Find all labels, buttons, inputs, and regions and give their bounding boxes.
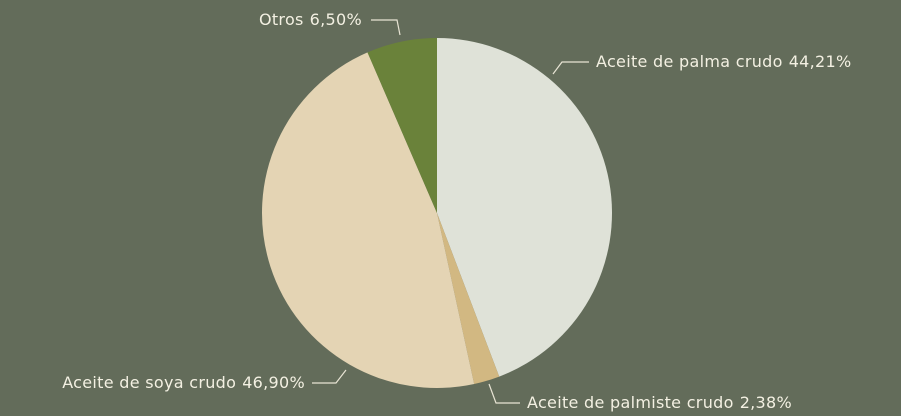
slice-label-name: Otros	[259, 10, 304, 29]
pie-slice	[437, 38, 613, 377]
leader-line	[488, 383, 520, 404]
slice-label: Aceite de palma crudo 44,21%	[596, 52, 852, 71]
pie-slice	[437, 213, 500, 385]
slice-label-value: 2,38%	[740, 393, 792, 412]
slice-label: Aceite de soya crudo 46,90%	[62, 373, 305, 392]
slice-label-value: 46,90%	[242, 373, 305, 392]
pie-slice	[261, 52, 475, 388]
slice-label-name: Aceite de palmiste crudo	[527, 393, 734, 412]
pie-slice	[367, 38, 437, 213]
slice-label-value: 6,50%	[310, 10, 362, 29]
leader-line	[552, 61, 589, 75]
slice-label: Aceite de palmiste crudo 2,38%	[527, 393, 792, 412]
slice-label: Otros 6,50%	[259, 10, 362, 29]
leader-line	[312, 369, 347, 384]
slice-label-name: Aceite de soya crudo	[62, 373, 236, 392]
slice-label-value: 44,21%	[789, 52, 852, 71]
slice-label-name: Aceite de palma crudo	[596, 52, 783, 71]
leader-line	[371, 19, 401, 36]
